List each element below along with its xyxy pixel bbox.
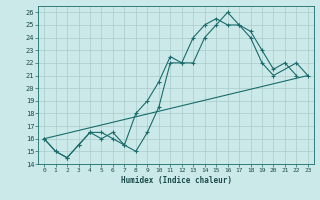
X-axis label: Humidex (Indice chaleur): Humidex (Indice chaleur) xyxy=(121,176,231,185)
